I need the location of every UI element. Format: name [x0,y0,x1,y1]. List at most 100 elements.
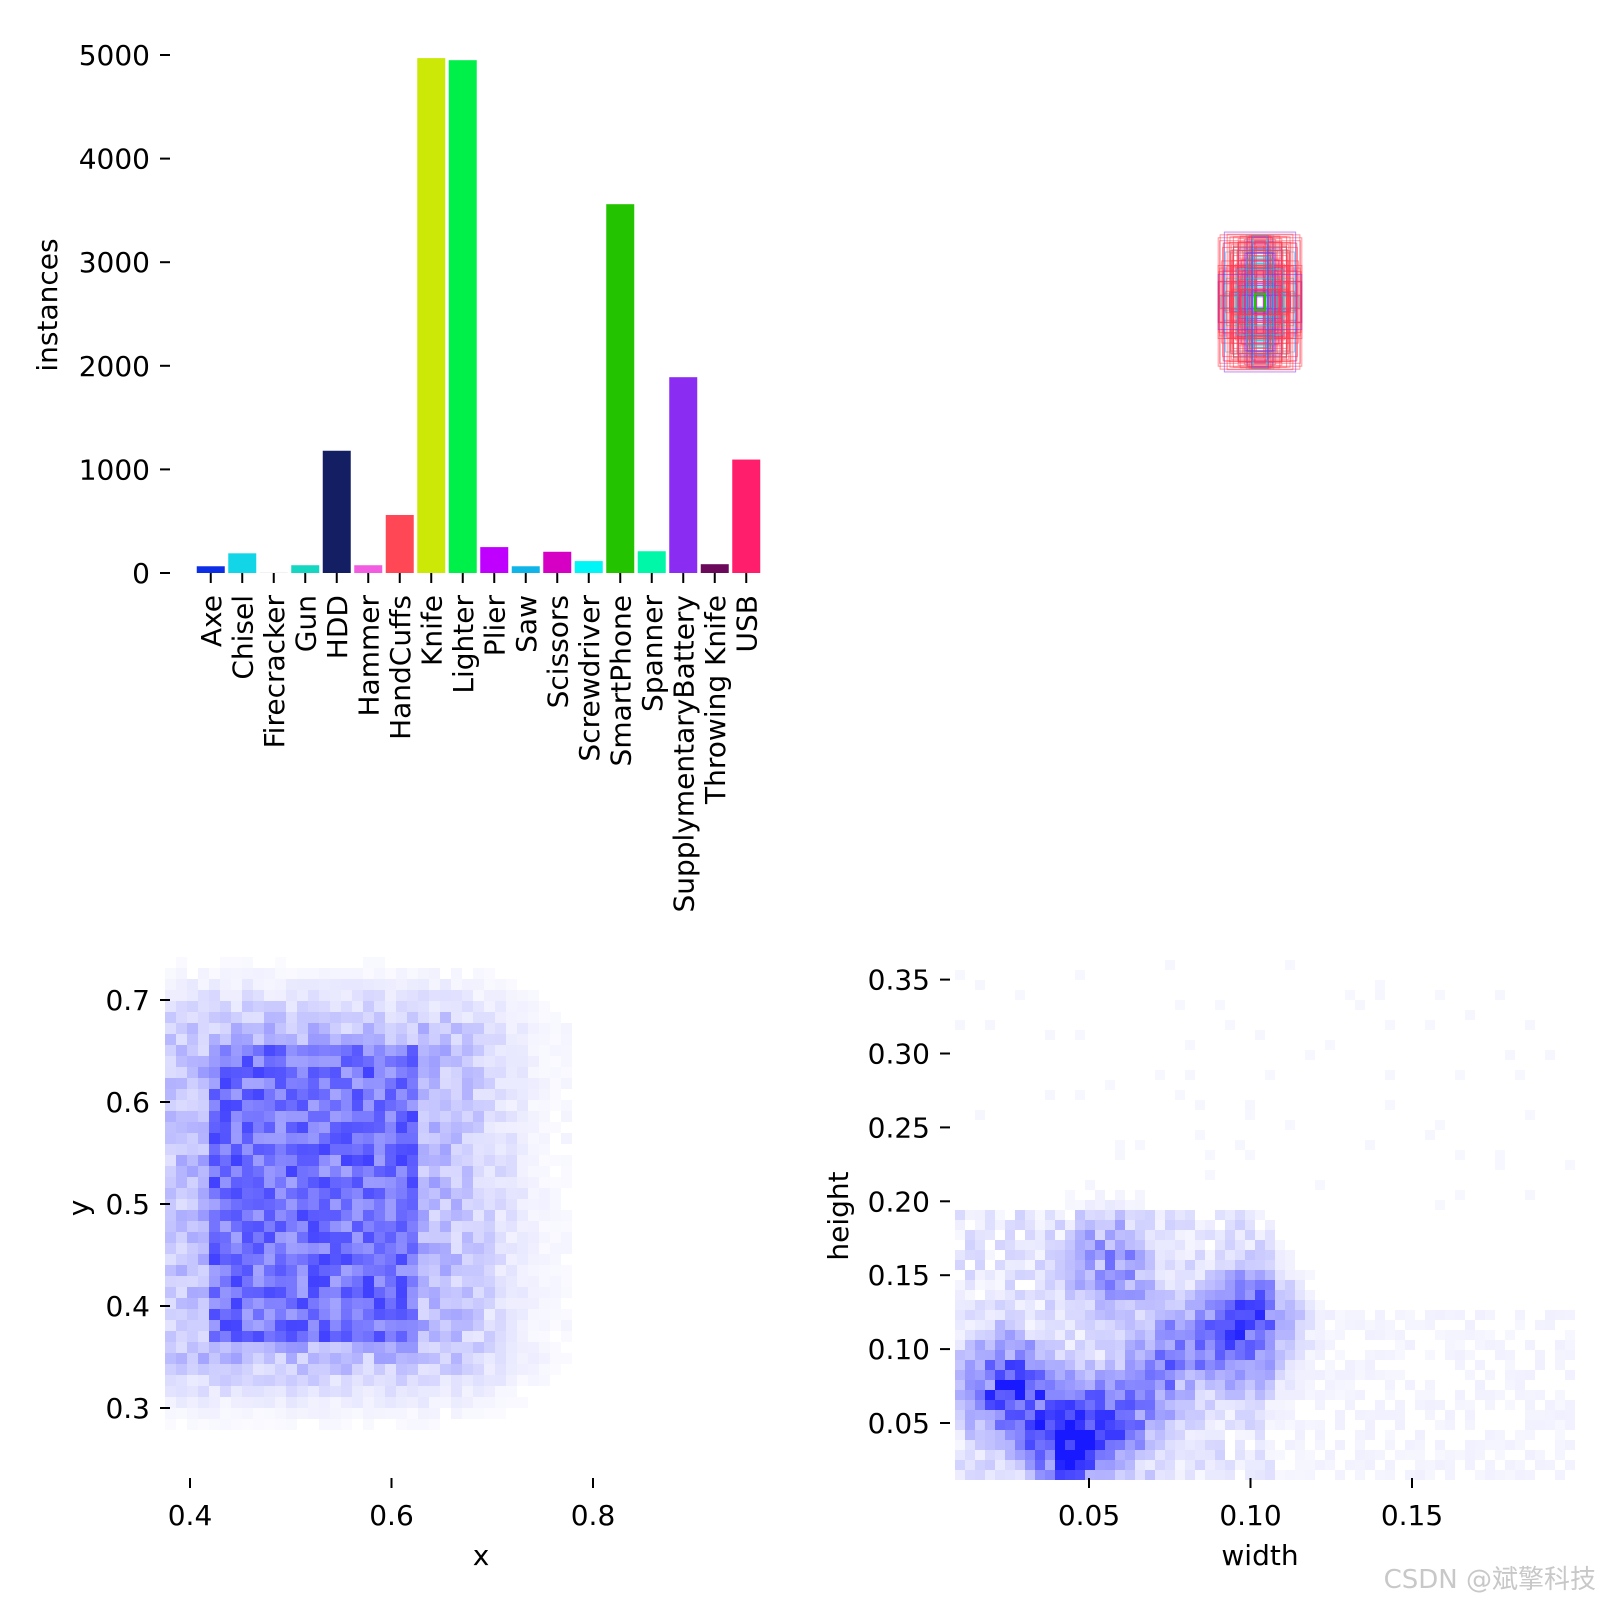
heatmap-cell [965,1280,975,1290]
heatmap-cell [451,1287,462,1298]
heatmap-cell [517,1100,528,1111]
heatmap-cell [253,979,264,990]
heatmap-cell [231,1353,242,1364]
heatmap-cell [352,1320,363,1331]
heatmap-cell [484,1100,495,1111]
heatmap-cell [1165,1380,1175,1390]
x-tick-label: Screwdriver [573,595,606,762]
heatmap-cell [1505,1350,1515,1360]
heatmap-cell [330,1397,341,1408]
heatmap-cell [1285,1120,1295,1130]
heatmap-cell [484,968,495,979]
heatmap-cell [407,1133,418,1144]
heatmap-cell [297,1067,308,1078]
heatmap-cell [1305,1270,1315,1280]
heatmap-cell [506,1034,517,1045]
bbox-outline [1242,286,1278,318]
heatmap-cell [176,1023,187,1034]
heatmap-cell [363,1188,374,1199]
bbox-outline [1226,265,1294,339]
heatmap-cell [341,1386,352,1397]
heatmap-cell [1555,1440,1565,1450]
heatmap-cell [1095,1230,1105,1240]
heatmap-cell [1245,1450,1255,1460]
heatmap-cell [473,1144,484,1155]
heatmap-cell [1055,1310,1065,1320]
heatmap-cell [1105,1280,1115,1290]
heatmap-cell [1325,1330,1335,1340]
heatmap-cell [1065,1280,1075,1290]
heatmap-cell [1385,1350,1395,1360]
heatmap-cell [528,1133,539,1144]
heatmap-cell [286,1320,297,1331]
heatmap-cell [341,1056,352,1067]
heatmap-cell [1495,990,1505,1000]
heatmap-cell [209,1122,220,1133]
x-tick-label: Hammer [352,595,385,717]
heatmap-cell [965,1450,975,1460]
heatmap-cell [341,1408,352,1419]
heatmap-cell [1165,1220,1175,1230]
heatmap-cell [1035,1330,1045,1340]
heatmap-cell [561,1067,572,1078]
heatmap-cell [275,1133,286,1144]
heatmap-cell [1275,1280,1285,1290]
heatmap-cell [187,1001,198,1012]
heatmap-cell [264,1199,275,1210]
heatmap-cell [1185,1440,1195,1450]
heatmap-cell [341,1166,352,1177]
heatmap-cell [1455,1340,1465,1350]
heatmap-cell [451,968,462,979]
heatmap-cell [1165,1310,1175,1320]
heatmap-cell [165,1265,176,1276]
heatmap-cell [484,1177,495,1188]
heatmap-cell [1395,1370,1405,1380]
heatmap-cell [275,1067,286,1078]
heatmap-cell [286,1221,297,1232]
heatmap-cell [1295,1280,1305,1290]
heatmap-cell [242,957,253,968]
heatmap-cell [1235,1280,1245,1290]
heatmap-cell [429,1265,440,1276]
heatmap-cell [561,1155,572,1166]
heatmap-cell [385,1001,396,1012]
heatmap-cell [1455,1450,1465,1460]
heatmap-cell [286,1342,297,1353]
heatmap-cell [352,1001,363,1012]
heatmap-cell [319,1353,330,1364]
heatmap-cell [264,979,275,990]
heatmap-cell [1445,1310,1455,1320]
heatmap-cell [1175,1330,1185,1340]
heatmap-cell [1385,1020,1395,1030]
heatmap-cell [1535,1390,1545,1400]
heatmap-cell [528,1034,539,1045]
heatmap-cell [220,1188,231,1199]
heatmap-cell [407,1056,418,1067]
heatmap-cell [319,1375,330,1386]
heatmap-cell [1075,1090,1085,1100]
heatmap-cell [1375,1370,1385,1380]
heatmap-cell [264,1386,275,1397]
heatmap-cell [176,1254,187,1265]
heatmap-cell [187,1100,198,1111]
heatmap-cell [308,1386,319,1397]
heatmap-cell [985,1310,995,1320]
heatmap-cell [1215,1360,1225,1370]
heatmap-cell [561,1078,572,1089]
heatmap-cell [1065,1370,1075,1380]
heatmap-cell [528,1254,539,1265]
heatmap-cell [484,1210,495,1221]
heatmap-cell [1245,1260,1255,1270]
heatmap-cell [1105,1460,1115,1470]
heatmap-cell [308,1100,319,1111]
heatmap-cell [1515,1440,1525,1450]
heatmap-cell [319,1408,330,1419]
y-tick-label: 0.7 [105,984,150,1017]
heatmap-cell [550,1364,561,1375]
heatmap-cell [1095,1450,1105,1460]
heatmap-cell [1085,1240,1095,1250]
heatmap-cell [1525,1430,1535,1440]
heatmap-cell [955,1470,965,1480]
heatmap-cell [462,1144,473,1155]
heatmap-cell [374,1067,385,1078]
